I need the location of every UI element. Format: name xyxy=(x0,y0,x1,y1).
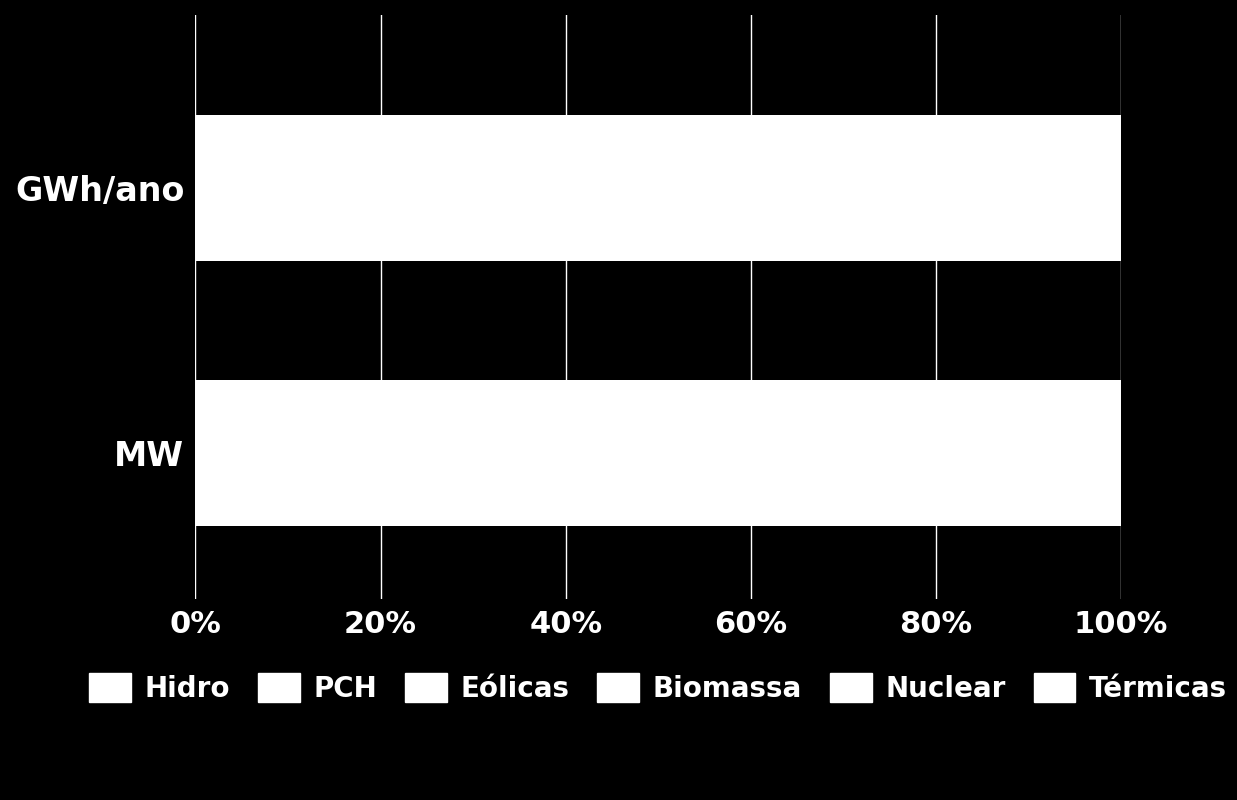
Bar xyxy=(195,380,1121,526)
Bar xyxy=(195,114,1121,261)
Legend: Hidro, PCH, Eólicas, Biomassa, Nuclear, Térmicas: Hidro, PCH, Eólicas, Biomassa, Nuclear, … xyxy=(78,662,1237,714)
